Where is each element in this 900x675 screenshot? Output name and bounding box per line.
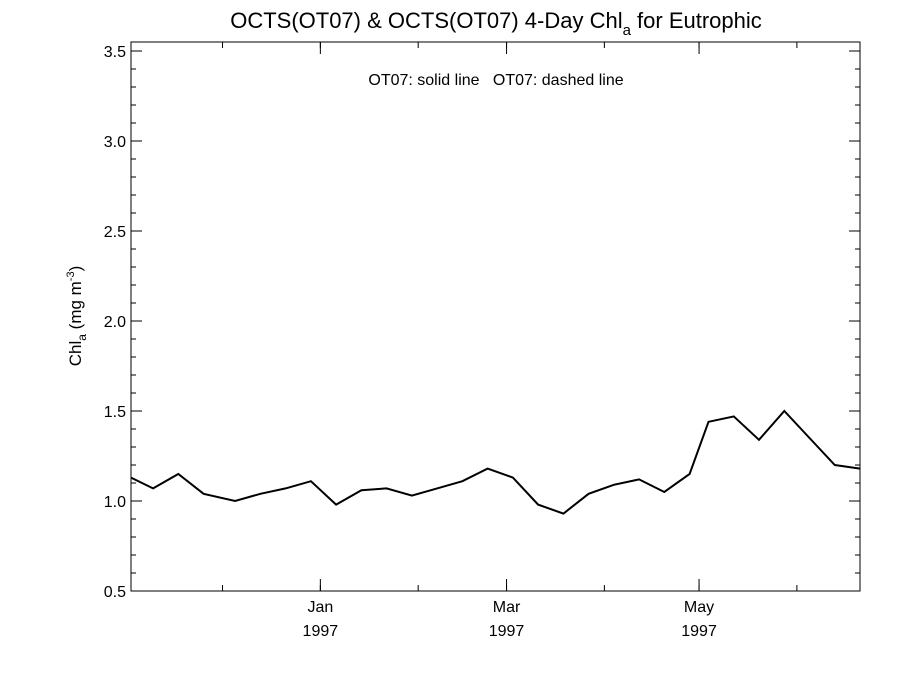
x-tick-label-month: Jan bbox=[307, 599, 333, 616]
chart-title: OCTS(OT07) & OCTS(OT07) 4-Day Chla for E… bbox=[230, 8, 762, 39]
y-tick-label: 3.0 bbox=[104, 134, 126, 151]
series-line-solid bbox=[130, 409, 861, 515]
y-tick-label: 1.0 bbox=[104, 494, 126, 511]
y-axis-label-close: ) bbox=[66, 266, 85, 272]
x-tick-label-year: 1997 bbox=[489, 623, 525, 640]
y-tick-label: 0.5 bbox=[104, 584, 126, 601]
plot-frame bbox=[130, 41, 861, 592]
y-axis-label: Chla (mg m-3) bbox=[65, 266, 89, 367]
series-layer bbox=[130, 409, 861, 515]
chart-title-subscript: a bbox=[623, 22, 632, 39]
chart-title-tail: for Eutrophic bbox=[631, 8, 762, 33]
x-tick-label-month: Mar bbox=[493, 599, 521, 616]
y-tick-label: 2.0 bbox=[104, 314, 126, 331]
y-axis-label-superscript: -3 bbox=[65, 271, 77, 281]
y-tick-label: 2.5 bbox=[104, 224, 126, 241]
axes: 0.5 1.0 1.5 2.0 2.5 3.0 3.5 Jan 1997 Mar 1997 May 19… bbox=[104, 41, 861, 640]
x-tick-label-year: 1997 bbox=[681, 623, 717, 640]
x-tick-label-year: 1997 bbox=[303, 623, 339, 640]
y-tick-label: 1.5 bbox=[104, 404, 126, 421]
x-tick-label-month: May bbox=[684, 599, 714, 616]
y-axis-label-main: Chl bbox=[66, 341, 85, 367]
y-axis-label-unit: (mg m bbox=[66, 281, 85, 334]
chart-annotation: OT07: solid line OT07: dashed line bbox=[368, 72, 623, 89]
chart-title-main: OCTS(OT07) & OCTS(OT07) 4-Day Chl bbox=[230, 8, 622, 33]
y-tick-label: 3.5 bbox=[104, 44, 126, 61]
y-axis-label-subscript: a bbox=[75, 334, 89, 341]
